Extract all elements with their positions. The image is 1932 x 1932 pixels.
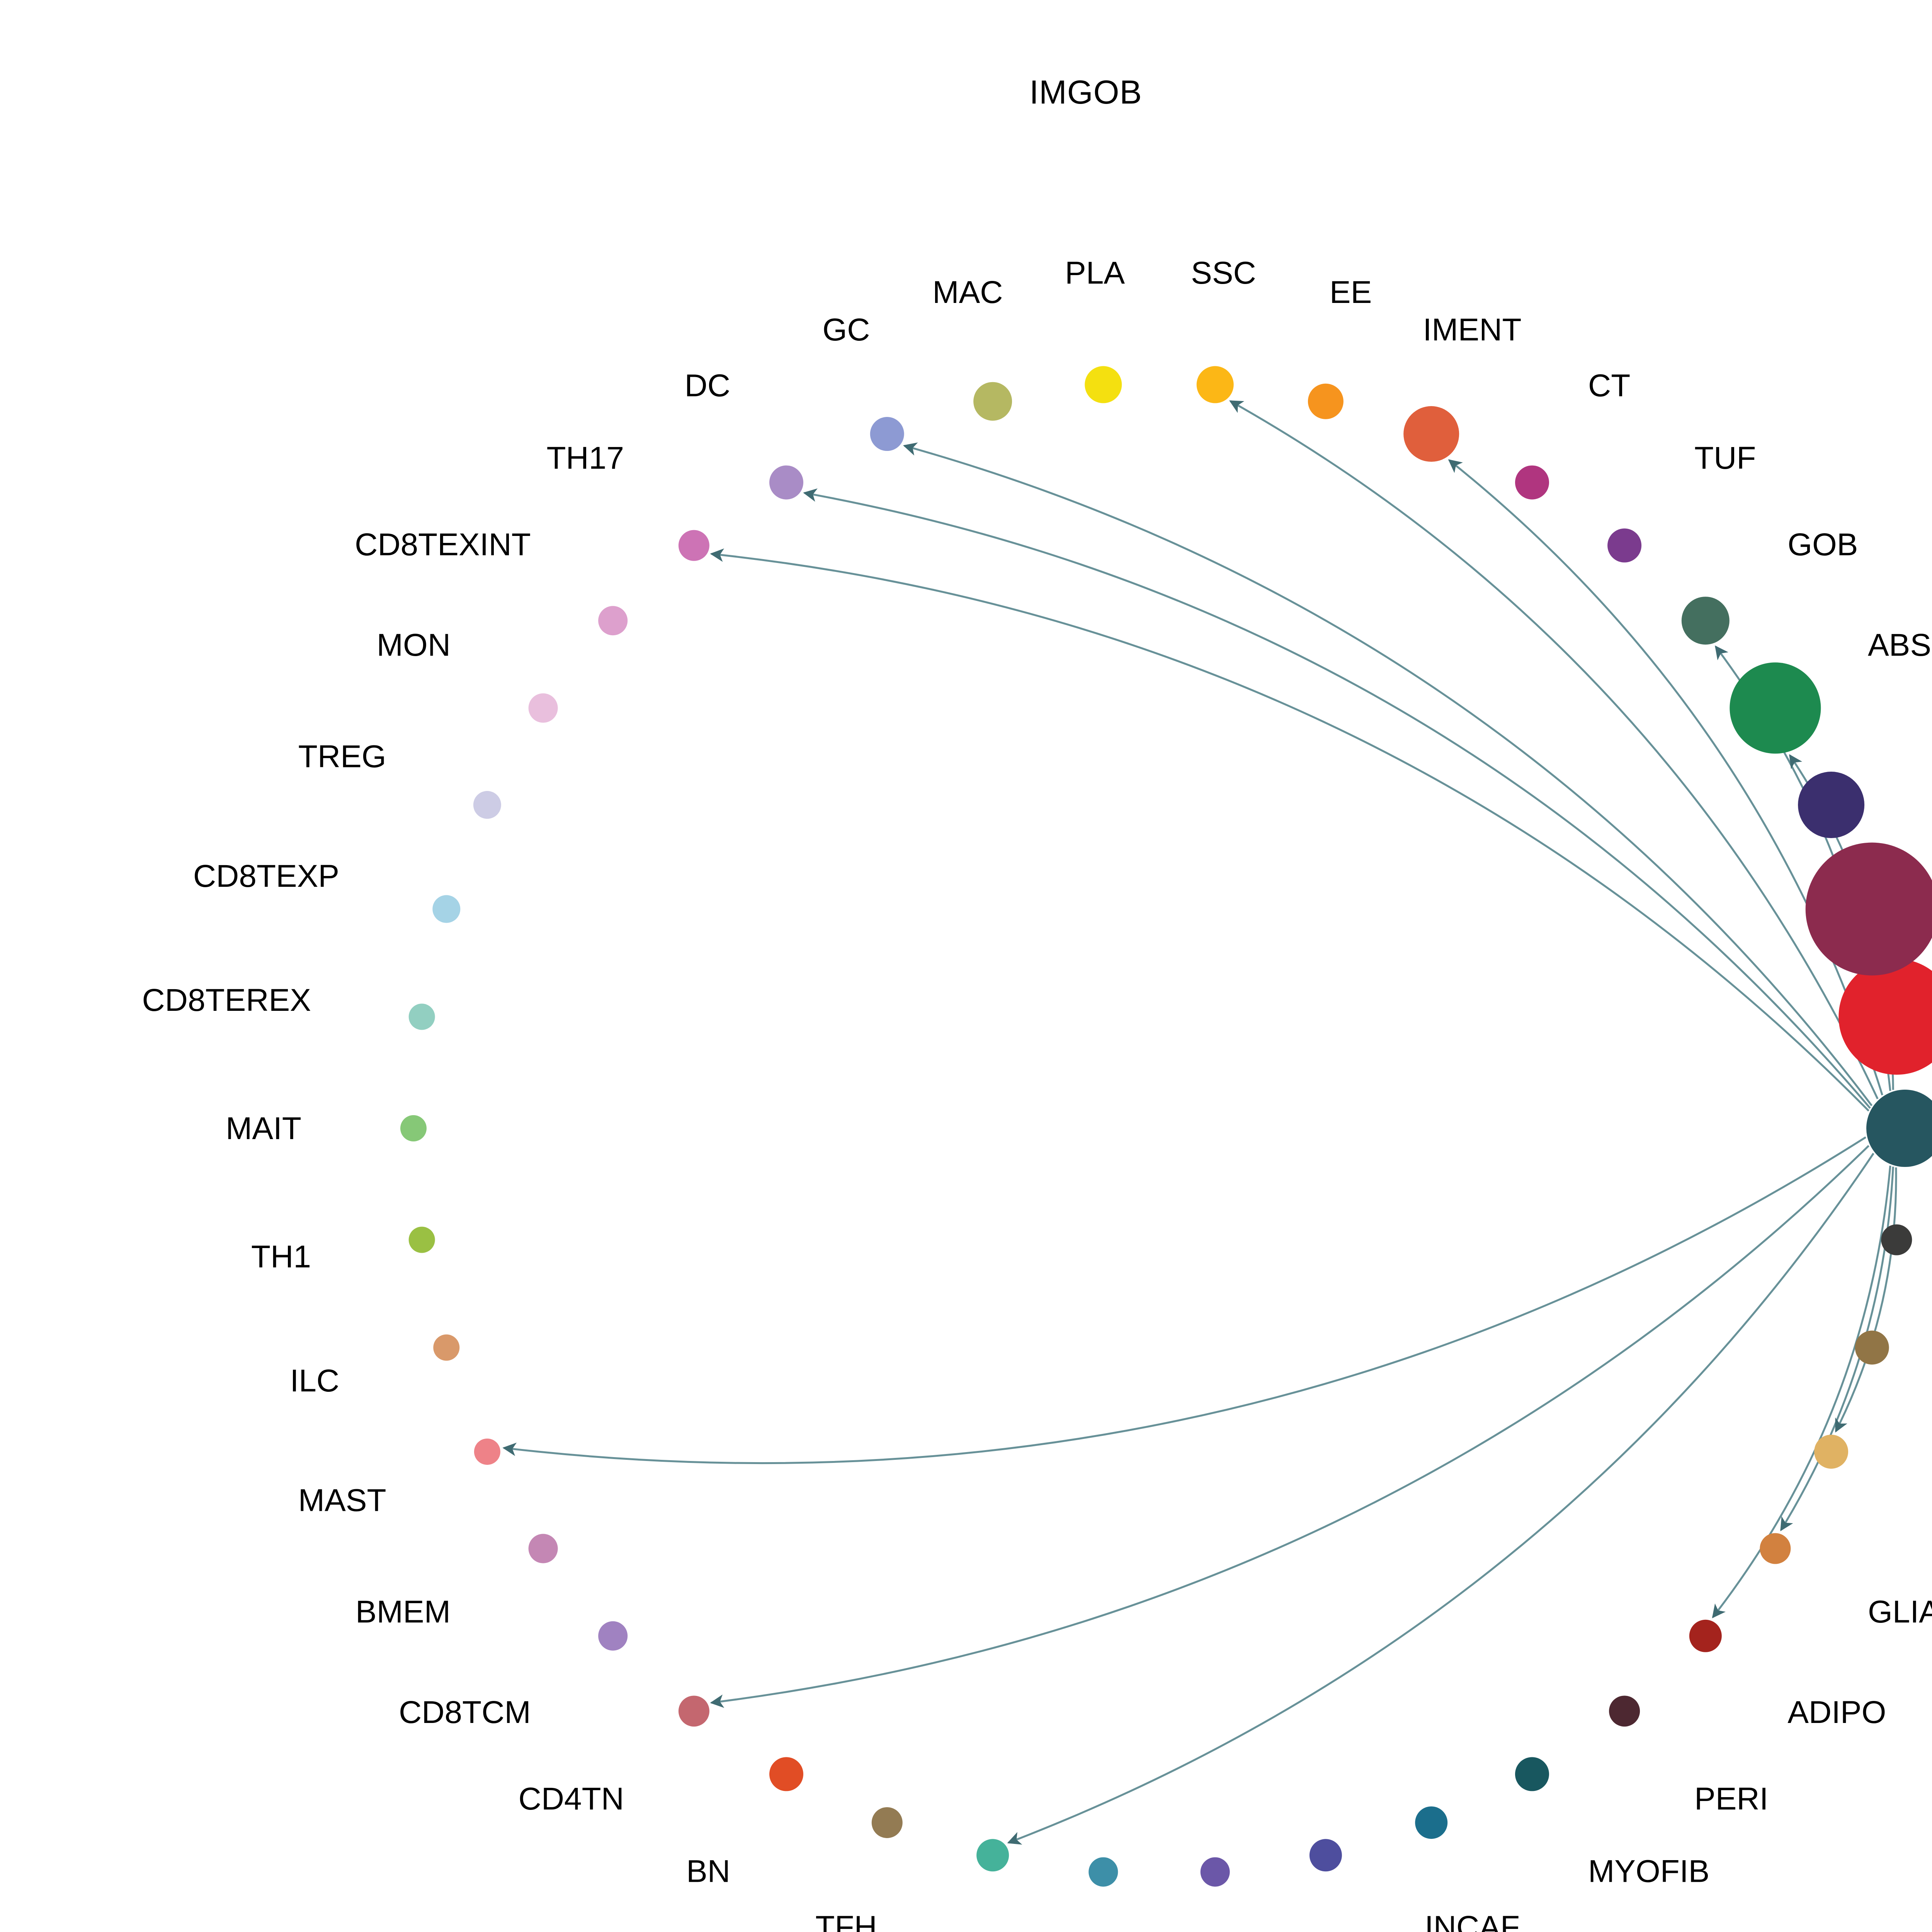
- edge-imgob-to-end: [1007, 1153, 1874, 1845]
- edge-imgob-to-mast: [502, 1136, 1866, 1464]
- node-mva[interactable]: [1200, 1857, 1230, 1887]
- node-th1[interactable]: [408, 1226, 435, 1253]
- node-icaf[interactable]: [1855, 1330, 1889, 1365]
- node-label-mac: MAC: [932, 275, 1003, 310]
- page-title: IMGOB: [1029, 74, 1142, 111]
- edge-imgob-to-ssc: [1229, 400, 1879, 1099]
- node-ee[interactable]: [1308, 383, 1344, 419]
- node-asc[interactable]: [1798, 772, 1865, 838]
- node-label-iment: IMENT: [1423, 312, 1521, 347]
- node-ilc[interactable]: [433, 1334, 460, 1361]
- node-label-tfh: TFH: [815, 1910, 877, 1932]
- node-label-ssc: SSC: [1191, 255, 1256, 291]
- node-label-cd8texp: CD8TEXP: [193, 859, 339, 894]
- edge-imgob-to-gc: [903, 442, 1873, 1106]
- node-label-gob: GOB: [1787, 527, 1858, 562]
- node-cd8terex[interactable]: [408, 1003, 435, 1030]
- node-label-peri: PERI: [1694, 1781, 1768, 1816]
- node-mon[interactable]: [528, 693, 558, 723]
- node-end[interactable]: [976, 1839, 1009, 1872]
- node-label-mait: MAIT: [226, 1111, 301, 1146]
- node-label-cd4tn: CD4TN: [519, 1781, 624, 1816]
- edge-layer: [502, 400, 1897, 1845]
- node-vfib[interactable]: [1088, 1857, 1118, 1887]
- node-cd4tn[interactable]: [678, 1696, 709, 1727]
- node-label-dc: DC: [685, 368, 730, 403]
- node-label-cd8tcm: CD8TCM: [399, 1695, 531, 1730]
- node-label-adipo: ADIPO: [1787, 1695, 1886, 1730]
- node-label-cd8terex: CD8TEREX: [142, 983, 311, 1018]
- node-treg[interactable]: [473, 791, 501, 819]
- node-label-glia: GLIA: [1868, 1594, 1932, 1629]
- node-adipo[interactable]: [1689, 1619, 1722, 1652]
- node-ssc[interactable]: [1196, 366, 1234, 403]
- node-cd8texint[interactable]: [598, 606, 628, 636]
- node-lymend[interactable]: [1814, 1434, 1849, 1469]
- node-stm[interactable]: [1838, 959, 1932, 1075]
- node-label-mon: MON: [377, 628, 451, 663]
- node-pla[interactable]: [1085, 366, 1122, 403]
- node-bmem[interactable]: [528, 1534, 558, 1563]
- node-label-ilc: ILC: [290, 1363, 340, 1398]
- node-myofib[interactable]: [1515, 1757, 1549, 1791]
- edge-imgob-to-th17: [710, 548, 1870, 1112]
- node-label-mast: MAST: [298, 1483, 386, 1518]
- node-bn[interactable]: [769, 1757, 803, 1791]
- node-gob[interactable]: [1681, 597, 1730, 645]
- node-label-th1: TH1: [251, 1239, 311, 1274]
- node-peri[interactable]: [1609, 1696, 1640, 1727]
- node-th17[interactable]: [678, 530, 709, 561]
- node-mait[interactable]: [400, 1115, 427, 1141]
- node-layer: [400, 366, 1932, 1887]
- edge-imgob-to-lymend: [1835, 1167, 1897, 1433]
- node-mac[interactable]: [973, 382, 1012, 421]
- edge-imgob-to-cd4tn: [710, 1145, 1870, 1708]
- node-label-pla: PLA: [1065, 255, 1125, 291]
- node-label-incaf: INCAF: [1425, 1910, 1520, 1932]
- edge-imgob-to-iment: [1448, 459, 1883, 1095]
- node-pcv[interactable]: [1881, 1224, 1912, 1255]
- node-iment[interactable]: [1403, 406, 1459, 462]
- node-label-ee: EE: [1330, 275, 1372, 310]
- node-mast[interactable]: [474, 1438, 500, 1465]
- node-ct[interactable]: [1515, 465, 1549, 500]
- node-dc[interactable]: [769, 465, 803, 500]
- node-label-myofib: MYOFIB: [1588, 1854, 1709, 1889]
- node-label-abs: ABS: [1868, 628, 1931, 663]
- node-cd8texp[interactable]: [432, 895, 461, 923]
- node-abs[interactable]: [1730, 662, 1821, 754]
- node-tfh[interactable]: [871, 1807, 903, 1838]
- node-gc[interactable]: [870, 417, 904, 451]
- node-label-cd8texint: CD8TEXINT: [355, 527, 531, 562]
- node-label-ct: CT: [1588, 368, 1630, 403]
- node-tuf[interactable]: [1607, 528, 1642, 563]
- label-layer: IMGOBSTMTACASCABSGOBTUFCTIMENTEESSCPLAMA…: [142, 255, 1932, 1932]
- node-label-bmem: BMEM: [355, 1594, 451, 1629]
- node-imgob[interactable]: [1866, 1090, 1932, 1167]
- node-glia[interactable]: [1760, 1533, 1791, 1564]
- node-incaf[interactable]: [1415, 1806, 1448, 1839]
- node-label-bn: BN: [686, 1854, 730, 1889]
- edge-imgob-to-dc: [803, 488, 1871, 1109]
- node-cfib[interactable]: [1309, 1839, 1342, 1872]
- node-tac[interactable]: [1805, 842, 1932, 976]
- node-label-th17: TH17: [546, 440, 624, 476]
- node-label-tuf: TUF: [1694, 440, 1756, 476]
- node-label-gc: GC: [822, 312, 870, 347]
- node-label-treg: TREG: [298, 739, 386, 774]
- node-cd8tcm[interactable]: [598, 1621, 628, 1651]
- edge-imgob-to-adipo: [1712, 1165, 1891, 1619]
